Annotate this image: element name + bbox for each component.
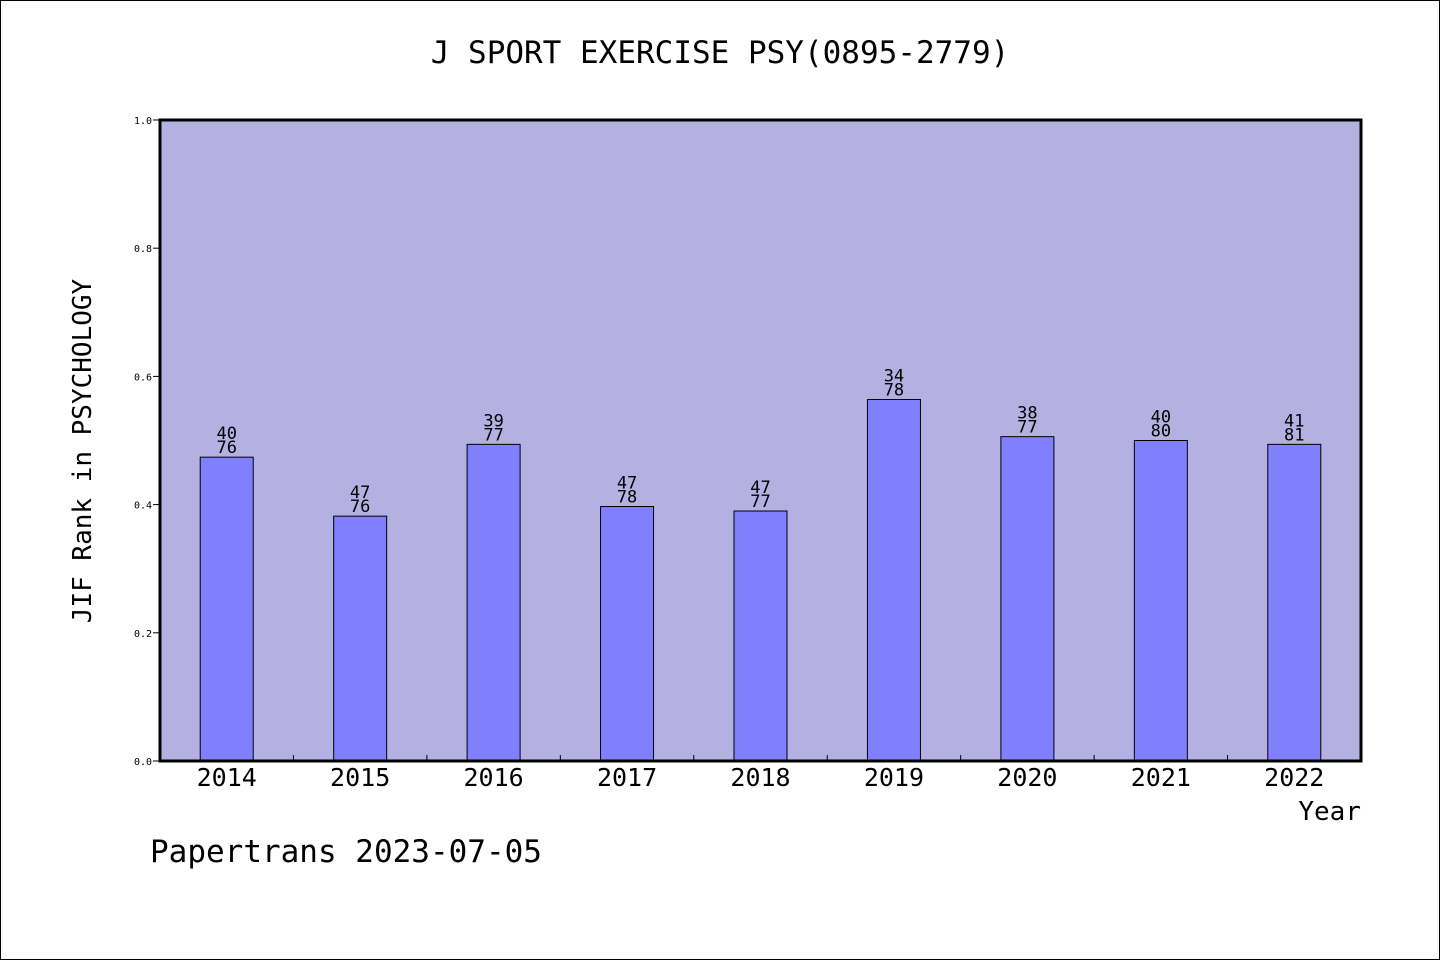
plot-border (158, 118, 1363, 763)
bar-label-total: 78 (617, 488, 637, 508)
bar (333, 515, 388, 762)
bar (199, 456, 254, 762)
x-tick-label: 2022 (1264, 763, 1324, 792)
x-tick-label: 2020 (997, 763, 1057, 792)
bar-label-rank: 40 (216, 424, 236, 444)
bar-label-rank: 34 (884, 366, 904, 386)
bar (1000, 436, 1055, 762)
bar-label-total: 77 (750, 492, 770, 512)
chart-title: J SPORT EXERCISE PSY(0895-2779) (430, 35, 1010, 71)
bar (733, 510, 788, 762)
bar-label-rank: 47 (750, 478, 770, 498)
bar (1267, 443, 1322, 762)
bar-label-total: 81 (1284, 425, 1304, 445)
bar-label-total: 76 (216, 438, 236, 458)
bar-label-total: 76 (350, 497, 370, 517)
y-tick-label: 0.2 (134, 629, 152, 640)
y-tick-label: 0.8 (134, 244, 152, 255)
bar-label-rank: 39 (483, 411, 503, 431)
y-tick-label: 1.0 (134, 116, 152, 127)
bar (466, 443, 521, 762)
bar (600, 506, 655, 762)
bar-label-rank: 41 (1284, 411, 1304, 431)
bar-label-total: 77 (1017, 418, 1037, 438)
x-tick-label: 2016 (464, 763, 524, 792)
bar-label-total: 78 (884, 380, 904, 400)
x-axis-label: Year (1298, 797, 1361, 827)
x-tick-label: 2015 (330, 763, 390, 792)
x-tick-label: 2017 (597, 763, 657, 792)
x-tick-label: 2014 (197, 763, 257, 792)
y-tick-label: 0.4 (134, 501, 152, 512)
x-tick-label: 2021 (1131, 763, 1191, 792)
y-tick-label: 0.6 (134, 372, 152, 383)
bar-label-rank: 47 (617, 474, 637, 494)
bar (1133, 440, 1188, 762)
footer-credit: Papertrans 2023-07-05 (150, 834, 542, 870)
x-tick-label: 2019 (864, 763, 924, 792)
y-tick-label: 0.0 (134, 757, 152, 768)
x-tick-label: 2018 (730, 763, 790, 792)
bar (866, 398, 921, 762)
bar-label-total: 77 (483, 425, 503, 445)
bar-label-rank: 40 (1151, 408, 1171, 428)
bar-label-rank: 38 (1017, 404, 1037, 424)
bar-label-rank: 47 (350, 483, 370, 503)
bar-label-total: 80 (1151, 422, 1171, 442)
